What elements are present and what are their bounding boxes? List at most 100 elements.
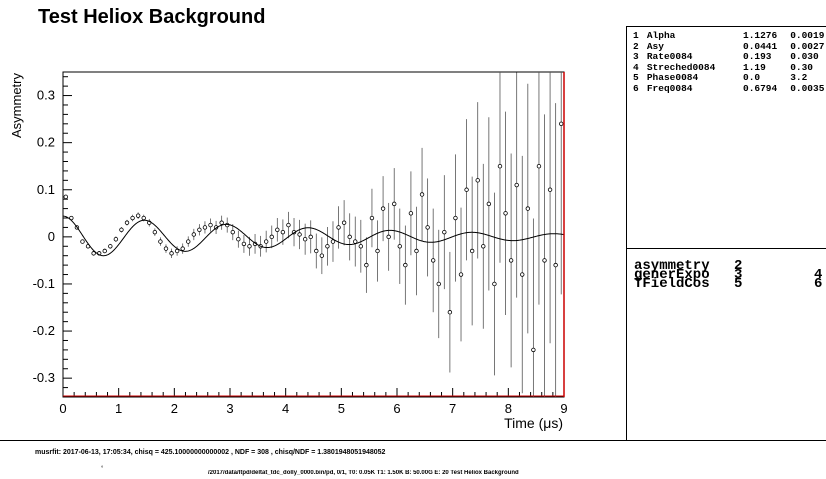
- point-marker: [319, 253, 325, 258]
- data-point: [302, 223, 308, 255]
- point-marker: [453, 215, 458, 221]
- point-marker: [286, 222, 291, 228]
- fit-parameters-table: 1 Alpha 1.1276 0.0019 2 Asy 0.0441 0.0027 3 Rate0…: [633, 30, 826, 94]
- param-value: 0.0441: [743, 40, 778, 52]
- point-marker: [481, 244, 486, 249]
- point-marker: [130, 215, 135, 221]
- data-point: [347, 213, 352, 261]
- y-tick-label: 0.2: [37, 135, 55, 150]
- point-marker: [375, 248, 380, 254]
- y-tick-label: -0.3: [33, 370, 55, 385]
- param-name: Alpha: [646, 30, 676, 41]
- data-point: [536, 72, 542, 305]
- x-tick-label: 6: [393, 401, 400, 416]
- data-point: [108, 243, 113, 249]
- data-point: [542, 114, 547, 397]
- theory-param-b: 6: [814, 276, 823, 292]
- data-point: [91, 250, 96, 256]
- param-error: 0.0027: [790, 40, 825, 52]
- param-value: 0.6794: [743, 82, 778, 94]
- data-point: [330, 221, 336, 262]
- point-marker: [436, 281, 441, 287]
- point-marker: [486, 201, 492, 207]
- param-row: 4 Streched0084 1.19 0.30: [633, 61, 826, 74]
- data-point: [119, 226, 124, 233]
- param-value: 1.1276: [743, 30, 778, 41]
- data-point: [158, 237, 163, 246]
- point-marker: [403, 262, 408, 268]
- point-marker: [559, 121, 564, 127]
- param-row: 3 Rate0084 0.193 0.030: [633, 51, 826, 63]
- point-marker: [152, 229, 158, 235]
- data-point: [559, 72, 564, 295]
- data-point: [219, 215, 224, 230]
- point-marker: [469, 248, 475, 254]
- data-point: [486, 117, 492, 291]
- point-marker: [102, 248, 107, 254]
- data-point: [130, 214, 135, 222]
- point-marker: [308, 234, 313, 240]
- data-point: [469, 176, 475, 326]
- x-tick-label: 3: [226, 401, 233, 416]
- data-point: [408, 171, 414, 256]
- point-marker: [425, 225, 430, 230]
- param-value: 0.193: [743, 51, 772, 62]
- point-marker: [275, 227, 280, 232]
- point-marker: [202, 225, 208, 230]
- x-tick-label: 9: [560, 401, 567, 416]
- data-point: [314, 233, 319, 269]
- data-point: [358, 219, 364, 273]
- param-index: 3: [633, 51, 639, 62]
- data-point: [481, 163, 486, 329]
- param-name: Rate0084: [646, 51, 693, 62]
- point-marker: [236, 237, 241, 242]
- data-point: [525, 83, 531, 334]
- data-point: [325, 226, 330, 266]
- run-info-line: /2017/data/ltpd/deltat_tdc_dolly_0000.bi…: [208, 470, 519, 476]
- data-point: [547, 72, 553, 344]
- x-tick-label: 5: [338, 401, 345, 416]
- point-marker: [392, 201, 397, 207]
- point-marker: [364, 262, 369, 268]
- point-marker: [347, 234, 352, 240]
- data-point: [442, 175, 447, 290]
- theory-param-a: 5: [734, 276, 743, 292]
- fit-parameters-panel: [626, 26, 826, 440]
- point-marker: [353, 239, 358, 244]
- theory-separator: [626, 248, 826, 249]
- theory-block: asymmetry 2 generExpo 3 4 TFieldCos 5 6: [634, 260, 826, 300]
- point-marker: [180, 246, 185, 251]
- data-point: [341, 200, 347, 246]
- point-marker: [525, 206, 531, 211]
- point-marker: [464, 187, 469, 192]
- data-point: [80, 239, 85, 244]
- data-point: [174, 246, 180, 256]
- partial-glyph: °: [101, 466, 104, 472]
- point-marker: [414, 248, 419, 254]
- point-marker: [219, 220, 224, 225]
- point-marker: [430, 258, 436, 263]
- param-index: 1: [633, 30, 639, 41]
- point-marker: [208, 222, 213, 228]
- x-tick-label: 4: [282, 401, 289, 416]
- point-marker: [119, 227, 124, 232]
- point-marker: [263, 239, 269, 244]
- data-point: [63, 194, 68, 200]
- y-tick-label: 0.1: [37, 182, 55, 197]
- footer-separator: [0, 440, 826, 441]
- point-marker: [553, 262, 558, 268]
- point-marker: [91, 251, 96, 256]
- y-tick-label: 0.3: [37, 88, 55, 103]
- point-marker: [520, 272, 525, 277]
- data-point: [436, 229, 441, 339]
- data-point: [263, 230, 269, 253]
- point-marker: [247, 244, 252, 249]
- y-tick-label: -0.2: [33, 323, 55, 338]
- data-point: [353, 216, 358, 267]
- point-marker: [297, 232, 302, 237]
- point-marker: [108, 244, 113, 249]
- point-marker: [169, 251, 174, 256]
- chart-title: Test Heliox Background: [38, 6, 266, 28]
- data-point: [275, 218, 280, 242]
- param-error: 0.30: [790, 61, 813, 73]
